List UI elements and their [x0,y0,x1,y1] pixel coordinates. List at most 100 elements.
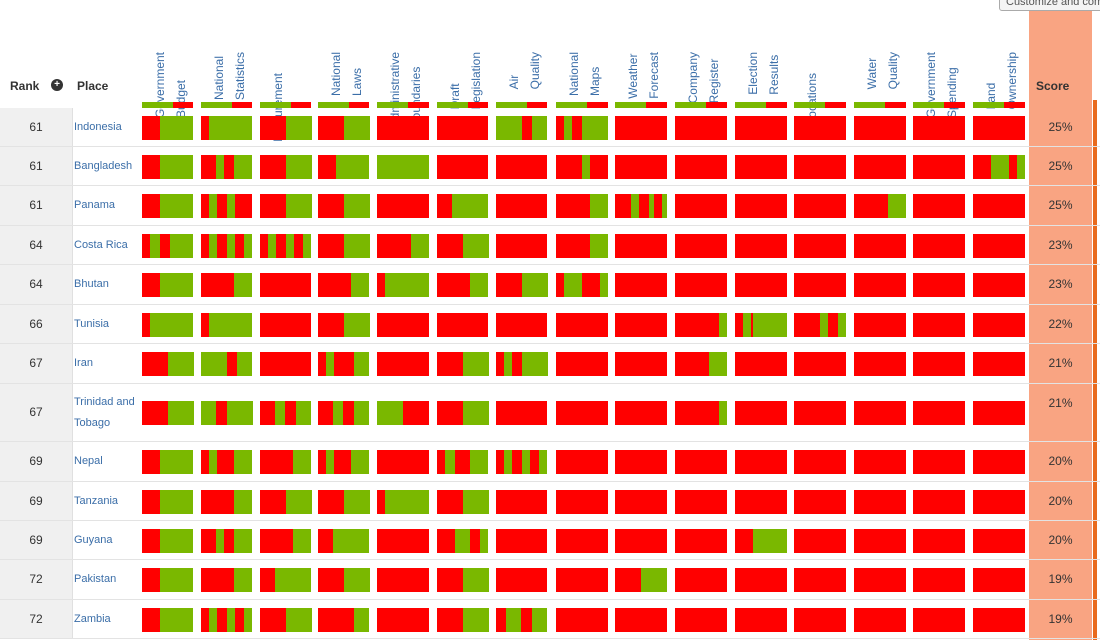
dataset-score-bar[interactable] [377,608,429,632]
table-row[interactable]: 69 Guyana 20% [0,521,1100,560]
score-header[interactable]: Score [1036,79,1070,93]
dataset-score-bar[interactable] [854,450,906,474]
column-header-government-spending[interactable]: Government Spending [921,4,979,118]
dataset-score-bar[interactable] [794,490,846,514]
dataset-score-bar[interactable] [615,273,667,297]
dataset-score-bar[interactable] [973,116,1025,140]
dataset-score-bar[interactable] [437,529,488,553]
dataset-score-bar[interactable] [854,155,906,179]
dataset-score-bar[interactable] [318,155,369,179]
dataset-score-bar[interactable] [973,273,1025,297]
dataset-score-bar[interactable] [556,273,608,297]
dataset-score-bar[interactable] [437,273,488,297]
column-header-national-statistics[interactable]: National Statistics [209,4,267,100]
dataset-score-bar[interactable] [437,401,489,425]
dataset-score-bar[interactable] [615,529,667,553]
dataset-score-bar[interactable] [142,116,193,140]
dataset-score-bar[interactable] [675,273,727,297]
dataset-score-bar[interactable] [615,313,667,337]
dataset-score-bar[interactable] [377,313,429,337]
place-header[interactable]: Place [77,79,109,93]
dataset-score-bar[interactable] [556,608,608,632]
dataset-score-bar[interactable] [201,116,252,140]
table-row[interactable]: 69 Tanzania 20% [0,482,1100,521]
dataset-score-bar[interactable] [675,313,727,337]
dataset-score-bar[interactable] [615,490,667,514]
dataset-score-bar[interactable] [437,490,489,514]
table-row[interactable]: 61 Bangladesh 25% [0,147,1100,186]
dataset-score-bar[interactable] [496,313,547,337]
dataset-score-bar[interactable] [142,568,193,592]
dataset-score-bar[interactable] [437,116,488,140]
dataset-score-bar[interactable] [437,155,488,179]
dataset-score-bar[interactable] [260,273,311,297]
dataset-score-bar[interactable] [201,273,252,297]
dataset-score-bar[interactable] [854,234,906,258]
dataset-score-bar[interactable] [377,401,429,425]
dataset-score-bar[interactable] [615,450,667,474]
column-header-water-quality[interactable]: Water Quality [862,4,920,94]
place-link[interactable]: Costa Rica [74,239,128,251]
dataset-score-bar[interactable] [973,234,1025,258]
dataset-score-bar[interactable] [854,273,906,297]
dataset-score-bar[interactable] [437,234,489,258]
dataset-score-bar[interactable] [556,155,608,179]
place-link[interactable]: Panama [74,199,115,211]
dataset-score-bar[interactable] [496,116,547,140]
dataset-score-bar[interactable] [437,313,488,337]
dataset-score-bar[interactable] [318,529,369,553]
dataset-score-bar[interactable] [142,194,193,218]
dataset-score-bar[interactable] [794,313,846,337]
dataset-score-bar[interactable] [794,401,846,425]
dataset-score-bar[interactable] [201,568,252,592]
dataset-score-bar[interactable] [318,313,370,337]
dataset-score-bar[interactable] [735,608,787,632]
dataset-score-bar[interactable] [437,352,489,376]
column-header-national-laws[interactable]: National Laws [326,4,384,96]
dataset-score-bar[interactable] [260,608,312,632]
dataset-score-bar[interactable] [318,401,369,425]
dataset-score-bar[interactable] [735,313,787,337]
column-header-administrative-boundaries[interactable]: Administrative Boundaries [385,4,443,127]
dataset-score-bar[interactable] [913,568,965,592]
dataset-score-bar[interactable] [377,194,429,218]
dataset-score-bar[interactable] [437,194,488,218]
dataset-score-bar[interactable] [201,608,252,632]
dataset-score-bar[interactable] [973,529,1025,553]
dataset-score-bar[interactable] [496,194,547,218]
dataset-score-bar[interactable] [318,194,370,218]
dataset-score-bar[interactable] [496,608,547,632]
dataset-score-bar[interactable] [318,273,369,297]
column-header-air-quality[interactable]: Air Quality [504,4,562,94]
dataset-score-bar[interactable] [318,116,370,140]
table-row[interactable]: 67 Iran 21% [0,344,1100,384]
dataset-score-bar[interactable] [973,568,1025,592]
dataset-score-bar[interactable] [973,450,1025,474]
dataset-score-bar[interactable] [735,450,787,474]
place-link[interactable]: Nepal [74,455,103,467]
dataset-score-bar[interactable] [913,194,965,218]
dataset-score-bar[interactable] [913,155,965,179]
column-header-weather-forecast[interactable]: Weather Forecast [623,4,681,99]
dataset-score-bar[interactable] [556,490,608,514]
dataset-score-bar[interactable] [794,273,846,297]
dataset-score-bar[interactable] [913,116,965,140]
column-header-national-maps[interactable]: National Maps [564,4,622,96]
dataset-score-bar[interactable] [675,352,727,376]
dataset-score-bar[interactable] [318,352,369,376]
dataset-score-bar[interactable] [260,401,311,425]
dataset-score-bar[interactable] [913,450,965,474]
dataset-score-bar[interactable] [142,401,194,425]
dataset-score-bar[interactable] [496,234,547,258]
dataset-score-bar[interactable] [318,568,370,592]
dataset-score-bar[interactable] [973,608,1025,632]
dataset-score-bar[interactable] [496,490,547,514]
dataset-score-bar[interactable] [556,529,608,553]
dataset-score-bar[interactable] [913,529,965,553]
dataset-score-bar[interactable] [973,194,1025,218]
dataset-score-bar[interactable] [615,194,667,218]
dataset-score-bar[interactable] [854,490,906,514]
dataset-score-bar[interactable] [675,155,727,179]
dataset-score-bar[interactable] [854,194,906,218]
place-link[interactable]: Iran [74,357,93,369]
